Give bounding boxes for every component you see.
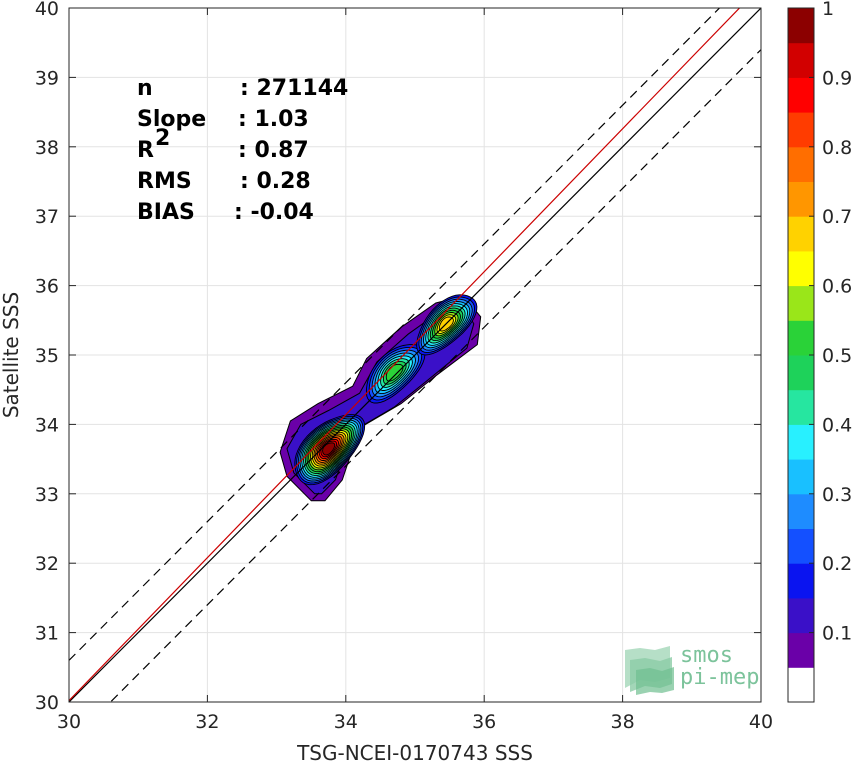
grid-lines xyxy=(68,7,762,703)
colorbar-tick-label: 0.1 xyxy=(822,623,852,645)
colorbar-segment xyxy=(788,250,814,287)
stat-label: Slope xyxy=(137,107,206,132)
stat-value: : -0.04 xyxy=(234,200,314,225)
y-axis-label: Satellite SSS xyxy=(0,292,23,418)
stat-label: n xyxy=(137,76,153,101)
colorbar: 0.1 0.2 0.3 0.4 0.5 0.6 0.7 0.8 0.9 1 xyxy=(787,0,852,703)
x-tick-label: 38 xyxy=(611,711,635,733)
x-axis-label: TSG-NCEI-0170743 SSS xyxy=(296,741,533,764)
colorbar-segment xyxy=(788,389,814,425)
y-axis-ticks: 30 31 32 33 34 35 36 37 38 39 40 xyxy=(35,0,761,714)
upper-bound-line xyxy=(69,8,721,661)
y-tick-label: 33 xyxy=(35,484,59,506)
logo-waves-icon xyxy=(625,646,674,695)
colorbar-segment xyxy=(788,528,814,564)
stat-value: : 0.28 xyxy=(240,169,311,194)
stat-label: RMS xyxy=(137,169,192,194)
stats-annotation: n : 271144 Slope : 1.03 R 2 : 0.87 RMS : 0.28 BIA… xyxy=(137,76,348,225)
colorbar-segment xyxy=(788,493,814,529)
colorbar-tick-label: 0.8 xyxy=(822,137,852,159)
colorbar-segment xyxy=(788,146,814,182)
colorbar-segment xyxy=(788,459,814,495)
x-tick-label: 30 xyxy=(57,711,81,733)
density-level-contour xyxy=(322,442,336,456)
stat-label: R xyxy=(137,138,154,163)
colorbar-tick-label: 0.4 xyxy=(822,414,852,436)
colorbar-tick-label: 0.3 xyxy=(822,484,852,506)
stat-label-superscript: 2 xyxy=(155,126,170,151)
colorbar-segment xyxy=(788,285,814,321)
colorbar-segment xyxy=(788,355,814,391)
colorbar-tick-label: 0.9 xyxy=(822,67,852,89)
colorbar-tick-label: 0.5 xyxy=(822,345,852,367)
y-tick-label: 30 xyxy=(35,692,59,714)
identity-line xyxy=(69,8,761,702)
x-tick-label: 36 xyxy=(472,711,496,733)
stat-label: BIAS xyxy=(137,200,195,225)
density-contours xyxy=(279,294,482,502)
colorbar-segment xyxy=(788,563,814,599)
stat-value: : 1.03 xyxy=(238,107,309,132)
colorbar-segment xyxy=(788,216,814,252)
logo-line2: pi-mep xyxy=(680,665,759,690)
stat-value: : 0.87 xyxy=(238,138,309,163)
x-tick-label: 32 xyxy=(195,711,219,733)
colorbar-segment xyxy=(788,8,814,44)
y-tick-label: 38 xyxy=(35,137,59,159)
smos-pi-mep-logo: smos pi-mep xyxy=(625,643,759,695)
logo-line1: smos xyxy=(680,643,733,668)
colorbar-tick-label: 0.6 xyxy=(822,276,852,298)
colorbar-segment xyxy=(788,632,814,668)
colorbar-segment xyxy=(788,112,814,148)
y-tick-label: 32 xyxy=(35,553,59,575)
x-tick-label: 34 xyxy=(334,711,358,733)
colorbar-segment xyxy=(788,42,814,78)
colorbar-segment xyxy=(788,77,814,113)
colorbar-segment xyxy=(788,181,814,217)
colorbar-segment xyxy=(788,320,814,356)
colorbar-tick-label: 0.7 xyxy=(822,206,852,228)
x-tick-label: 40 xyxy=(749,711,773,733)
colorbar-tick-label: 0.2 xyxy=(822,553,852,575)
reference-lines xyxy=(69,8,761,702)
y-tick-label: 34 xyxy=(35,414,59,436)
y-tick-label: 36 xyxy=(35,276,59,298)
y-tick-label: 40 xyxy=(35,0,59,20)
y-tick-label: 35 xyxy=(35,345,59,367)
x-axis-ticks: 30 32 34 36 38 40 xyxy=(57,8,773,733)
y-tick-label: 37 xyxy=(35,206,59,228)
regression-line xyxy=(69,8,741,702)
y-tick-label: 39 xyxy=(35,67,59,89)
colorbar-segment xyxy=(788,667,814,703)
y-tick-label: 31 xyxy=(35,623,59,645)
colorbar-tick-label: 1 xyxy=(822,0,834,20)
colorbar-segment xyxy=(788,597,814,634)
colorbar-segment xyxy=(788,424,814,460)
stat-value: : 271144 xyxy=(240,76,348,101)
lower-bound-line xyxy=(109,49,761,702)
